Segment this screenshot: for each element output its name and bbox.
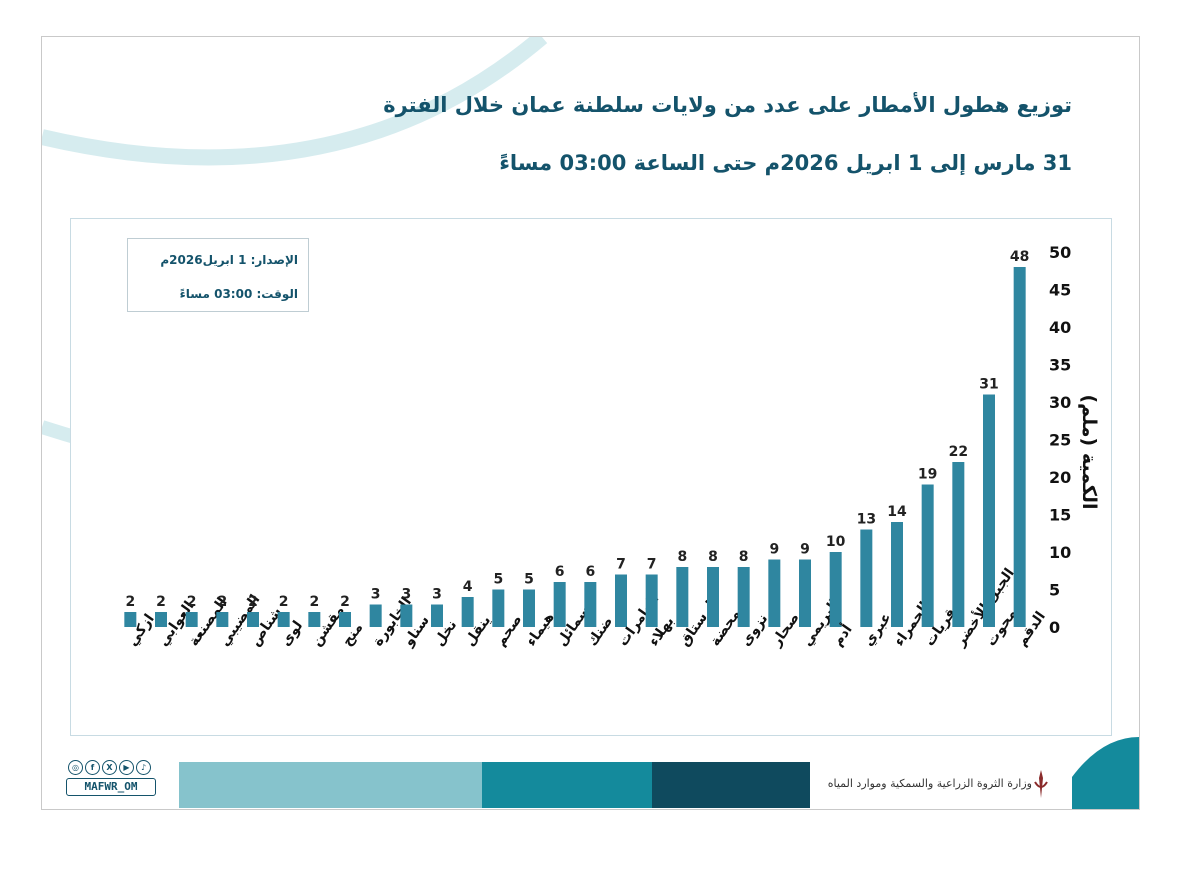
data-label: 9 [800, 542, 810, 558]
bar [461, 597, 474, 627]
bar [615, 574, 627, 627]
data-label: 5 [493, 572, 503, 588]
bar [247, 612, 259, 627]
bar [523, 589, 535, 627]
data-label: 8 [708, 549, 718, 565]
bar [707, 567, 719, 627]
data-label: 2 [248, 594, 258, 610]
emblem-icon [1034, 770, 1048, 798]
release-date: الإصدار: 1 ابريل2026م [160, 253, 298, 267]
bar [492, 589, 505, 627]
data-label: 3 [401, 587, 411, 603]
footer-band-mid [482, 762, 652, 808]
data-label: 19 [918, 467, 937, 483]
data-label: 5 [524, 572, 534, 588]
info-box: الإصدار: 1 ابريل2026م الوقت: 03:00 مساءً [127, 238, 309, 312]
bar [799, 559, 811, 627]
data-label: 31 [979, 377, 998, 393]
data-label: 8 [677, 549, 687, 565]
bar [1013, 267, 1026, 627]
data-label: 22 [949, 444, 968, 460]
bar [124, 612, 137, 627]
bar [185, 612, 198, 627]
data-label: 9 [769, 542, 779, 558]
bar [676, 567, 689, 627]
data-label: 2 [309, 594, 319, 610]
bar [216, 612, 229, 627]
data-label: 2 [279, 594, 289, 610]
data-label: 48 [1010, 249, 1029, 265]
data-label: 7 [647, 557, 657, 573]
ministry-name: وزارة الثروة الزراعية والسمكية وموارد ال… [827, 777, 1032, 790]
social-handle[interactable]: MAFWR_OM [66, 778, 156, 796]
bar-chart: 051015202530354045502ازكي2العوابي2المصنع… [124, 243, 1071, 650]
bar [400, 604, 413, 627]
data-label: 2 [187, 594, 197, 610]
bar [308, 612, 321, 627]
x-icon[interactable]: X [102, 760, 117, 775]
footer-band-dark [652, 762, 810, 808]
social-links: ◎ f X ▶ ♪ MAFWR_OM [66, 758, 156, 798]
y-tick-label: 20 [1049, 468, 1071, 487]
instagram-icon[interactable]: ◎ [68, 760, 83, 775]
bar [584, 582, 597, 627]
bar [952, 462, 965, 627]
y-tick-label: 40 [1049, 318, 1071, 337]
y-tick-label: 45 [1049, 281, 1071, 300]
data-label: 2 [340, 594, 350, 610]
bar [155, 612, 167, 627]
data-label: 7 [616, 557, 626, 573]
y-tick-label: 35 [1049, 356, 1071, 375]
y-axis-title: الكمية (ملم) [1078, 394, 1100, 510]
data-label: 3 [371, 587, 381, 603]
bar [431, 604, 443, 627]
bar [645, 574, 658, 627]
data-label: 6 [555, 564, 565, 580]
bar [768, 559, 781, 627]
social-icons: ◎ f X ▶ ♪ [68, 760, 156, 776]
data-label: 10 [826, 534, 846, 550]
bar [860, 529, 873, 627]
chart-subtitle: 31 مارس إلى 1 ابريل 2026م حتى الساعة 03:… [499, 151, 1072, 175]
footer-band-light [179, 762, 482, 808]
youtube-icon[interactable]: ▶ [119, 760, 134, 775]
decorative-corner-wave [1072, 737, 1139, 809]
tiktok-icon[interactable]: ♪ [136, 760, 151, 775]
bar [891, 522, 903, 627]
bar [339, 612, 351, 627]
bar [553, 582, 566, 627]
y-tick-label: 10 [1049, 543, 1071, 562]
data-label: 2 [217, 594, 227, 610]
y-tick-label: 30 [1049, 393, 1071, 412]
data-label: 4 [463, 579, 473, 595]
y-tick-label: 0 [1049, 618, 1060, 637]
bar [921, 484, 934, 627]
release-time: الوقت: 03:00 مساءً [179, 287, 298, 301]
data-label: 14 [887, 504, 907, 520]
y-tick-label: 5 [1049, 581, 1060, 600]
ministry-logo: وزارة الثروة الزراعية والسمكية وموارد ال… [822, 768, 1092, 802]
data-label: 2 [156, 594, 166, 610]
bar [737, 567, 750, 627]
bar [983, 394, 995, 627]
data-label: 2 [125, 594, 135, 610]
y-tick-label: 25 [1049, 431, 1071, 450]
decorative-arc-top [42, 37, 548, 166]
facebook-icon[interactable]: f [85, 760, 100, 775]
data-label: 8 [739, 549, 749, 565]
bar [277, 612, 290, 627]
bar [829, 552, 842, 627]
chart-title: توزيع هطول الأمطار على عدد من ولايات سلط… [383, 93, 1072, 117]
data-label: 13 [857, 512, 876, 528]
data-label: 6 [585, 564, 595, 580]
data-label: 3 [432, 587, 442, 603]
y-tick-label: 15 [1049, 506, 1071, 525]
y-tick-label: 50 [1049, 243, 1071, 262]
bar [369, 604, 382, 627]
